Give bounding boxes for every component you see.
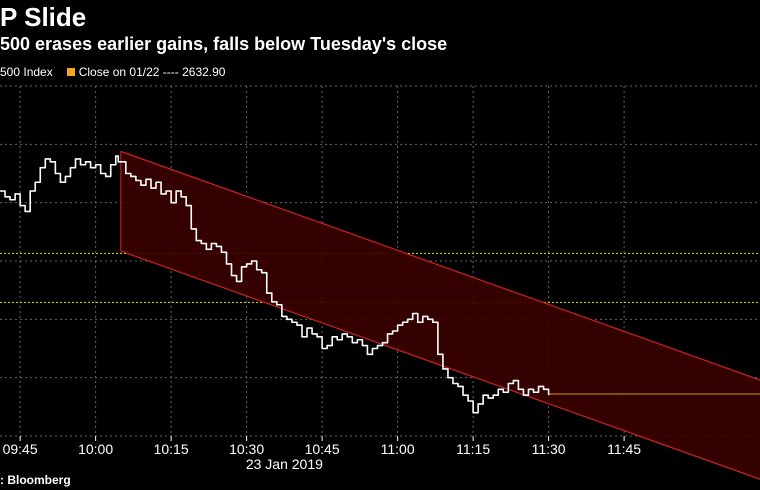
x-tick-label: 10:00 xyxy=(78,441,113,457)
channel-fill xyxy=(120,151,760,480)
x-tick-label: 10:45 xyxy=(305,441,340,457)
channel-upper-line xyxy=(120,150,760,381)
chart-legend: 500 Index Close on 01/22 ---- 2632.90 xyxy=(0,65,239,79)
legend-label-close: Close on 01/22 ---- 2632.90 xyxy=(78,65,226,79)
x-tick-label: 11:30 xyxy=(532,441,566,457)
channel-lower-line xyxy=(120,250,760,480)
x-tick-label: 10:30 xyxy=(229,441,264,457)
series-line-0 xyxy=(0,155,550,414)
x-tick-label: 11:15 xyxy=(456,441,490,457)
x-axis-label: 23 Jan 2019 xyxy=(246,456,323,472)
x-tick-label: 11:00 xyxy=(381,441,415,457)
legend-label-index: 500 Index xyxy=(0,65,53,79)
legend-swatch-close xyxy=(66,68,75,76)
source-credit: : Bloomberg xyxy=(0,473,71,487)
x-tick-label: 10:15 xyxy=(154,441,189,457)
x-tick-label: 11:45 xyxy=(607,441,641,457)
source-text: : Bloomberg xyxy=(0,473,71,487)
chart-subtitle: 500 erases earlier gains, falls below Tu… xyxy=(0,34,448,54)
x-tick-label: 09:45 xyxy=(3,441,38,457)
chart-title: P Slide xyxy=(0,2,87,32)
legend-item-close: Close on 01/22 ---- 2632.90 xyxy=(66,65,226,79)
legend-item-index: 500 Index xyxy=(0,65,53,79)
